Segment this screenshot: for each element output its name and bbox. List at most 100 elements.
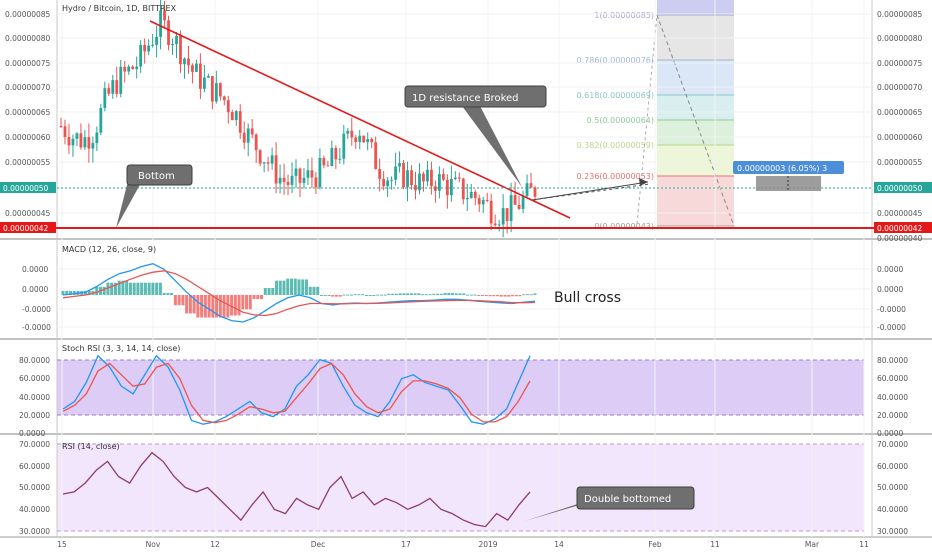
macd-axis-left[interactable]: 0.0000 0.0000 -0.0000 -0.0000 (22, 265, 51, 332)
stoch-axis-right[interactable]: 80.0000 60.0000 40.0000 20.0000 0.0000 (877, 356, 908, 438)
macd-bar (128, 282, 132, 295)
time-tick-label: 11 (710, 540, 720, 549)
macd-axis-right[interactable]: 0.0000 0.0000 -0.0000 -0.0000 (877, 265, 906, 332)
fib-trend-line (656, 14, 735, 227)
bottom-callout[interactable] (116, 164, 193, 228)
macd-bar (230, 295, 234, 316)
candle-body (71, 138, 75, 146)
candle-body (202, 77, 206, 89)
macd-bar (368, 295, 372, 296)
candle-body (127, 66, 131, 72)
macd-bar (349, 294, 353, 296)
macd-bar (312, 286, 316, 295)
fib-level-label: 0.236(0.00000053) (577, 172, 655, 181)
macd-bar (503, 295, 507, 297)
candle-body (294, 168, 298, 176)
price-tick-label: 0.00000055 (5, 158, 51, 167)
projection-dashed (531, 183, 651, 201)
candle-body (167, 20, 170, 46)
time-tick-label: Feb (648, 540, 662, 549)
candle-body (362, 135, 366, 143)
macd-bar (507, 295, 511, 297)
candle-body (123, 66, 127, 72)
measure-box[interactable] (756, 176, 821, 191)
stoch-tick-label: 80.0000 (19, 356, 50, 365)
support-price-tag-text: 0.00000042 (3, 224, 49, 233)
rsi-axis-left[interactable]: 70.0000 60.0000 50.0000 40.0000 30.0000 (19, 440, 50, 536)
resistance-trendline[interactable] (149, 20, 571, 219)
time-tick-label: 17 (401, 540, 411, 549)
fib-level-label: 0.618(0.00000069) (577, 91, 655, 100)
rsi-axis-right[interactable]: 70.0000 60.0000 50.0000 40.0000 30.0000 (877, 440, 908, 536)
macd-tick-label: 0.0000 (877, 285, 903, 294)
macd-bar (147, 282, 151, 295)
price-tick-label: 0.00000065 (5, 108, 51, 117)
price-tick-label: 0.00000065 (877, 108, 923, 117)
macd-bar (398, 293, 402, 295)
macd-bar (245, 295, 249, 310)
macd-bar (192, 295, 196, 314)
stoch-axis-left[interactable]: 80.0000 60.0000 40.0000 20.0000 0.0000 (19, 356, 50, 438)
fib-level-label: 0.786(0.00000076) (577, 56, 655, 65)
macd-bar (413, 293, 417, 295)
candle-body (67, 136, 71, 146)
candle-body (366, 138, 370, 143)
macd-line (62, 263, 536, 323)
fib-zone (657, 95, 734, 120)
time-tick-label: 15 (57, 540, 67, 549)
resistance-callout[interactable] (404, 85, 547, 187)
macd-bar (319, 295, 323, 296)
candle-body (258, 150, 262, 164)
candle-body (525, 183, 529, 197)
rsi-tick-label: 40.0000 (877, 505, 908, 514)
macd-bar (379, 294, 383, 296)
macd-bar (361, 294, 365, 296)
candle-body (402, 163, 405, 188)
bull-cross-label: Bull cross (554, 290, 621, 306)
macd-bar (357, 294, 361, 296)
fib-zone (657, 176, 734, 226)
candle-body (493, 223, 497, 226)
macd-bar (436, 293, 440, 295)
macd-bar (346, 294, 350, 296)
stoch-tick-label: 20.0000 (19, 411, 50, 420)
candle-body (422, 173, 425, 182)
candle-body (473, 191, 477, 199)
candle-body (75, 133, 79, 139)
macd-bar (207, 295, 211, 318)
time-tick-label: 2019 (478, 540, 497, 549)
macd-bar (290, 278, 294, 295)
measure-label-box (733, 161, 844, 174)
candle-body (218, 83, 222, 97)
macd-bar (241, 295, 245, 310)
candle-body (79, 133, 83, 148)
price-tick-label: 0.00000060 (5, 133, 51, 142)
macd-bar (301, 279, 305, 295)
fib-zone (657, 145, 734, 176)
candle-body (179, 35, 182, 65)
candle-body (430, 169, 433, 187)
candle-body (465, 197, 469, 200)
stoch-tick-label: 60.0000 (877, 374, 908, 383)
macd-bar (432, 293, 436, 295)
fib-diagonal (636, 14, 658, 225)
candle-body (382, 178, 386, 187)
time-axis[interactable]: 15 Nov 12 Dec 17 2019 14 Feb 11 Mar 11 (57, 540, 869, 549)
rsi-tick-label: 40.0000 (19, 505, 50, 514)
macd-bar (417, 293, 421, 295)
macd-bar (117, 280, 121, 295)
double-bottom-callout[interactable] (525, 486, 695, 521)
candle-body (234, 111, 238, 121)
candles[interactable] (59, 0, 537, 238)
current-price-tag-right-text: 0.00000050 (877, 184, 923, 193)
candle-body (270, 155, 274, 164)
time-tick-label: 14 (554, 540, 564, 549)
candle-body (274, 155, 278, 184)
macd-bar (439, 293, 443, 295)
candle-body (246, 128, 250, 143)
rsi-label: RSI (14, close) (62, 442, 120, 451)
candle-body (489, 200, 493, 224)
macd-bar (218, 295, 222, 318)
